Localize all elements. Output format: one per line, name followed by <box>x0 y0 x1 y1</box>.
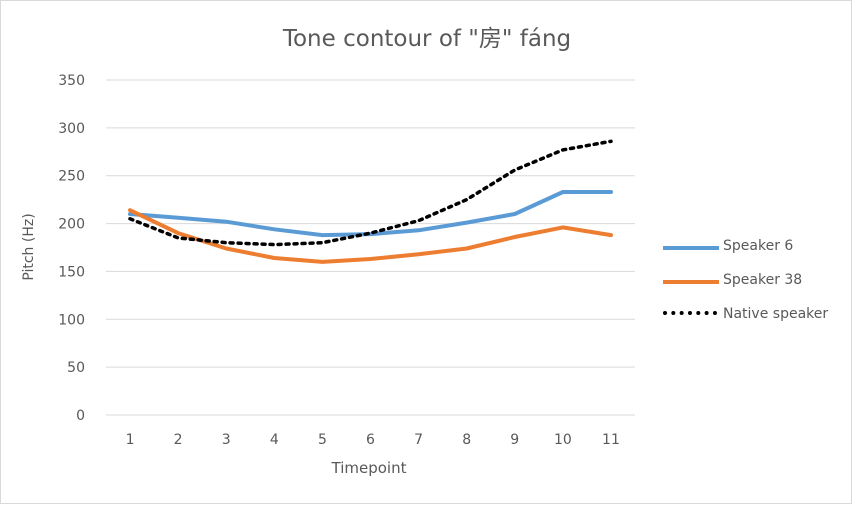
legend-swatch-native-speaker <box>663 311 717 315</box>
y-tick-label: 250 <box>58 169 85 185</box>
x-tick-label: 11 <box>602 432 620 448</box>
x-tick-label: 9 <box>510 432 519 448</box>
x-tick-label: 3 <box>222 432 231 448</box>
legend-item-speaker-38: Speaker 38 <box>663 271 848 305</box>
x-tick-label: 8 <box>462 432 471 448</box>
x-tick-label: 4 <box>270 432 279 448</box>
y-tick-label: 300 <box>58 121 85 137</box>
x-tick-label: 7 <box>414 432 423 448</box>
x-tick-label: 6 <box>366 432 375 448</box>
legend-label-speaker-38: Speaker 38 <box>723 272 803 288</box>
y-tick-labels: 0 50 100 150 200 250 300 350 <box>58 73 85 424</box>
x-tick-label: 1 <box>126 432 135 448</box>
x-tick-label: 10 <box>554 432 572 448</box>
y-tick-label: 0 <box>76 408 85 424</box>
x-tick-label: 5 <box>318 432 327 448</box>
x-tick-label: 2 <box>174 432 183 448</box>
x-tick-labels: 1 2 3 4 5 6 7 8 9 10 11 <box>126 432 620 448</box>
series-line-speaker-38 <box>128 208 613 264</box>
gridlines <box>106 79 635 416</box>
legend-label-native-speaker: Native speaker <box>723 306 829 322</box>
legend-item-speaker-6: Speaker 6 <box>663 237 848 271</box>
legend: Speaker 6 Speaker 38 Native speaker <box>663 237 848 339</box>
y-tick-label: 50 <box>67 360 85 376</box>
y-tick-label: 200 <box>58 217 85 233</box>
x-axis-label: Timepoint <box>331 459 407 477</box>
y-tick-label: 150 <box>58 264 85 280</box>
legend-swatch-speaker-38 <box>663 280 719 284</box>
legend-label-speaker-6: Speaker 6 <box>723 238 794 254</box>
chart-title: Tone contour of "房" fáng <box>282 26 572 52</box>
series-line-speaker-6 <box>128 190 613 238</box>
y-tick-label: 350 <box>58 73 85 89</box>
series-line-native-speaker <box>128 139 613 247</box>
legend-item-native-speaker: Native speaker <box>663 305 848 339</box>
series-lines <box>128 139 613 264</box>
y-tick-label: 100 <box>58 312 85 328</box>
legend-swatch-speaker-6 <box>663 246 719 250</box>
